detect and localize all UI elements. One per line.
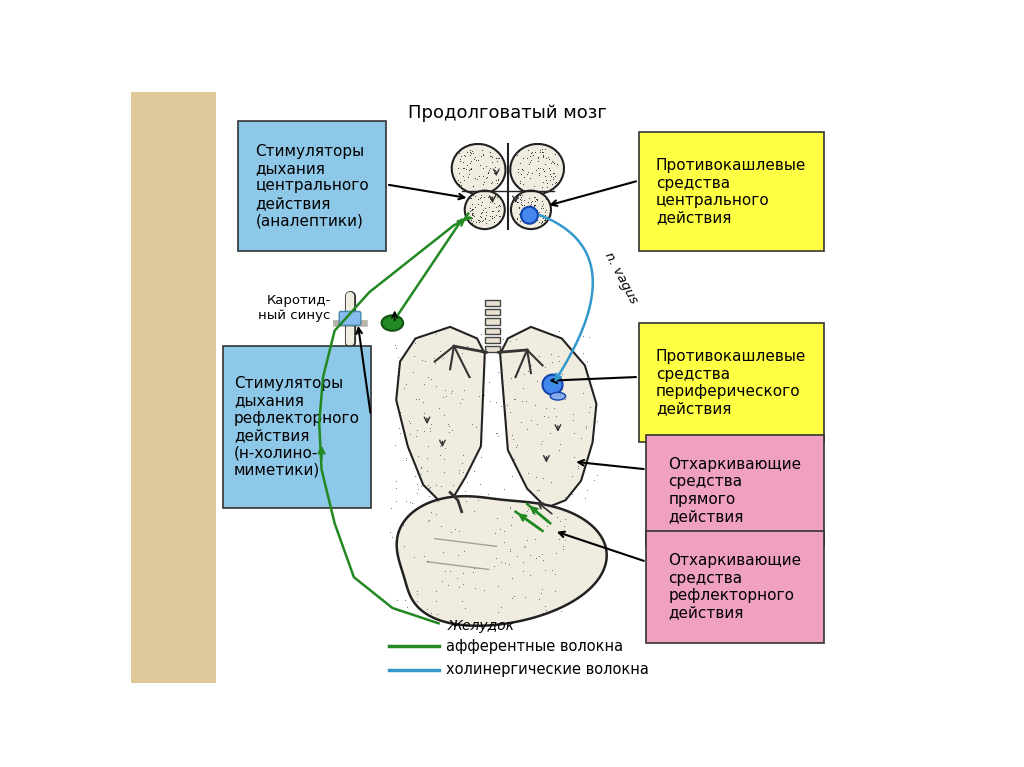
FancyBboxPatch shape (484, 337, 500, 343)
Circle shape (543, 374, 562, 395)
Ellipse shape (382, 315, 403, 331)
FancyBboxPatch shape (484, 328, 500, 334)
Ellipse shape (452, 144, 506, 194)
Text: Желудок: Желудок (447, 620, 514, 634)
Polygon shape (500, 327, 596, 508)
FancyBboxPatch shape (484, 309, 500, 315)
FancyBboxPatch shape (484, 300, 500, 306)
FancyBboxPatch shape (131, 92, 216, 683)
FancyBboxPatch shape (639, 323, 823, 443)
Text: n. vagus: n. vagus (602, 250, 640, 306)
Circle shape (521, 207, 538, 224)
Text: Стимуляторы
дыхания
рефлекторного
действия
(н-холино-
миметики): Стимуляторы дыхания рефлекторного действ… (233, 376, 359, 478)
Text: Отхаркивающие
средства
прямого
действия: Отхаркивающие средства прямого действия (669, 457, 802, 524)
FancyBboxPatch shape (646, 435, 823, 546)
Text: холинергические волокна: холинергические волокна (446, 662, 649, 677)
Text: Противокашлевые
средства
центрального
действия: Противокашлевые средства центрального де… (656, 158, 806, 225)
FancyBboxPatch shape (339, 311, 360, 325)
FancyBboxPatch shape (639, 132, 823, 252)
Text: Отхаркивающие
средства
рефлекторного
действия: Отхаркивающие средства рефлекторного дей… (669, 553, 802, 621)
Text: Стимуляторы
дыхания
центрального
действия
(аналептики): Стимуляторы дыхания центрального действи… (255, 143, 370, 229)
FancyBboxPatch shape (239, 120, 386, 252)
Polygon shape (396, 327, 484, 500)
Ellipse shape (465, 191, 505, 229)
FancyBboxPatch shape (484, 318, 500, 324)
FancyBboxPatch shape (646, 531, 823, 643)
Ellipse shape (550, 393, 565, 400)
Text: Каротид-
ный синус: Каротид- ный синус (258, 294, 331, 321)
Ellipse shape (510, 144, 564, 194)
FancyBboxPatch shape (484, 346, 500, 352)
Ellipse shape (511, 191, 551, 229)
Text: афферентные волокна: афферентные волокна (446, 639, 624, 654)
Text: Противокашлевые
средства
периферического
действия: Противокашлевые средства периферического… (656, 349, 806, 416)
FancyBboxPatch shape (223, 346, 371, 508)
Text: Продолговатый мозг: Продолговатый мозг (409, 104, 607, 123)
Polygon shape (396, 496, 606, 626)
